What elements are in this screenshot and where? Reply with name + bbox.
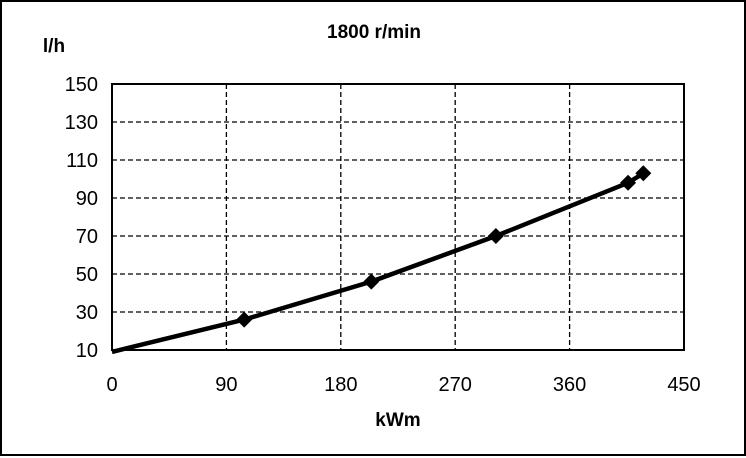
y-tick-label: 30 <box>76 302 98 324</box>
tick-layer: 10 30 50 70 90 110 130 150 0 90 180 270 360 450 <box>65 74 701 396</box>
plot-area <box>111 83 685 351</box>
x-tick-label: 0 <box>106 374 117 396</box>
x-tick-label: 450 <box>667 374 700 396</box>
y-tick-label: 150 <box>65 74 98 96</box>
x-axis-title: kWm <box>375 410 420 431</box>
y-tick-label: 90 <box>76 188 98 210</box>
grid-layer <box>112 84 684 350</box>
y-axis-title: l/h <box>43 36 65 57</box>
chart-title: 1800 r/min <box>327 22 421 43</box>
x-tick-label: 90 <box>215 374 237 396</box>
y-tick-label: 130 <box>65 112 98 134</box>
series-layer <box>111 165 652 355</box>
data-point-marker <box>635 165 652 182</box>
series-line <box>111 171 645 355</box>
x-tick-label: 270 <box>439 374 472 396</box>
data-point-marker <box>487 228 504 244</box>
data-point-marker <box>620 174 637 191</box>
data-point-marker <box>236 311 253 328</box>
y-tick-label: 10 <box>76 340 98 362</box>
y-tick-label: 110 <box>66 150 98 172</box>
x-tick-label: 360 <box>553 374 586 396</box>
y-tick-label: 50 <box>76 264 98 286</box>
y-tick-label: 70 <box>76 226 98 248</box>
data-point-marker <box>363 273 380 290</box>
x-tick-label: 180 <box>324 374 357 396</box>
